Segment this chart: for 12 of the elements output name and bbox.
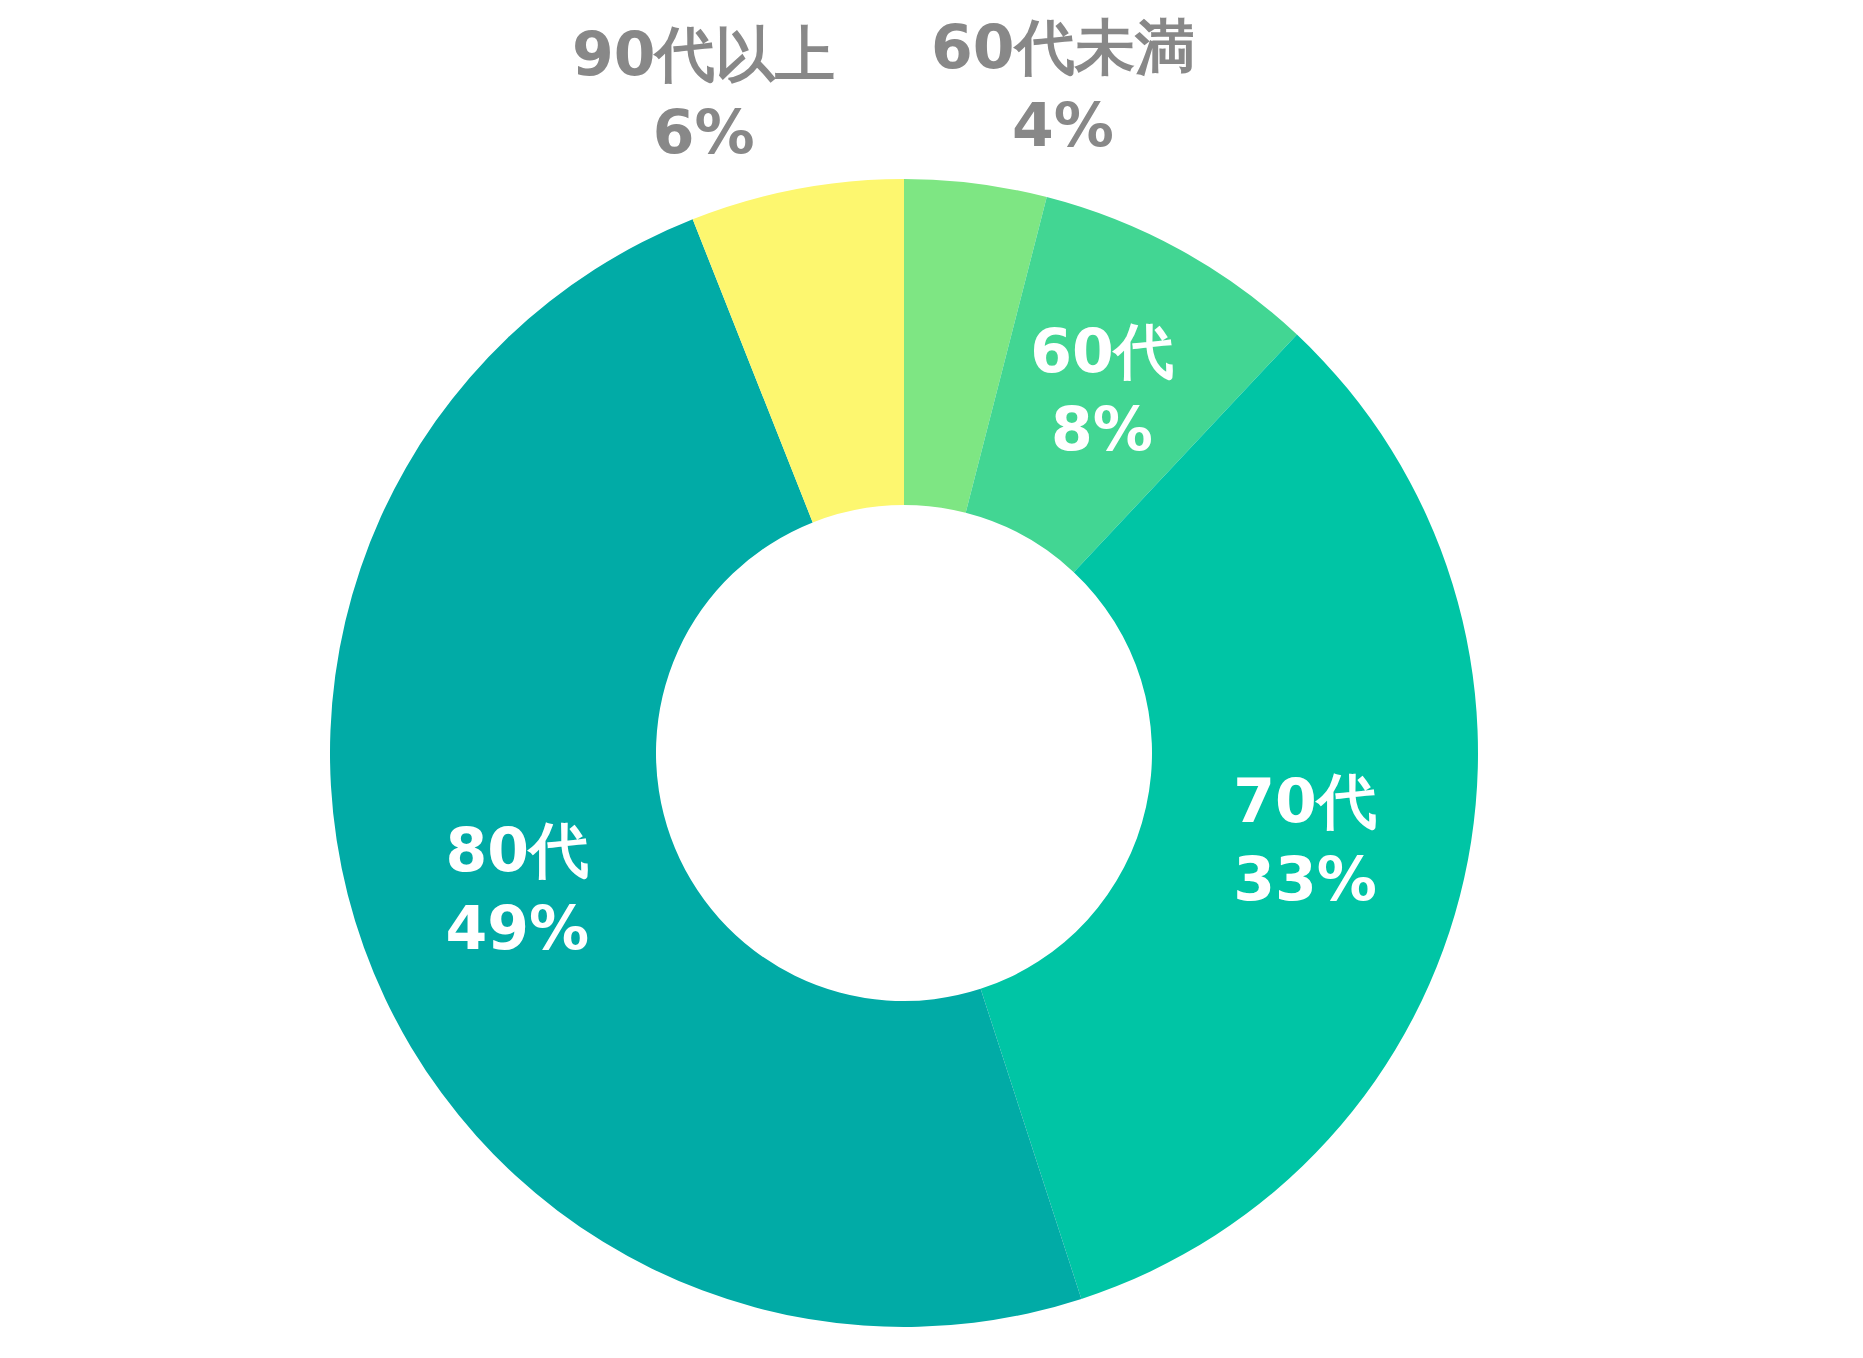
data-label: 4% <box>1011 90 1114 161</box>
slice-label: 70代 <box>1233 765 1377 836</box>
slice-label: 90代以上 <box>571 18 836 89</box>
slice-label: 60代未満 <box>931 12 1195 83</box>
donut-slice <box>692 179 904 523</box>
data-label: 8% <box>1051 393 1153 464</box>
donut-slice <box>965 197 1297 573</box>
slice-label: 60代 <box>1030 315 1174 386</box>
data-label: 33% <box>1233 843 1377 914</box>
data-label: 49% <box>445 893 590 964</box>
data-label: 6% <box>652 96 755 167</box>
slice-label: 80代 <box>445 815 590 886</box>
